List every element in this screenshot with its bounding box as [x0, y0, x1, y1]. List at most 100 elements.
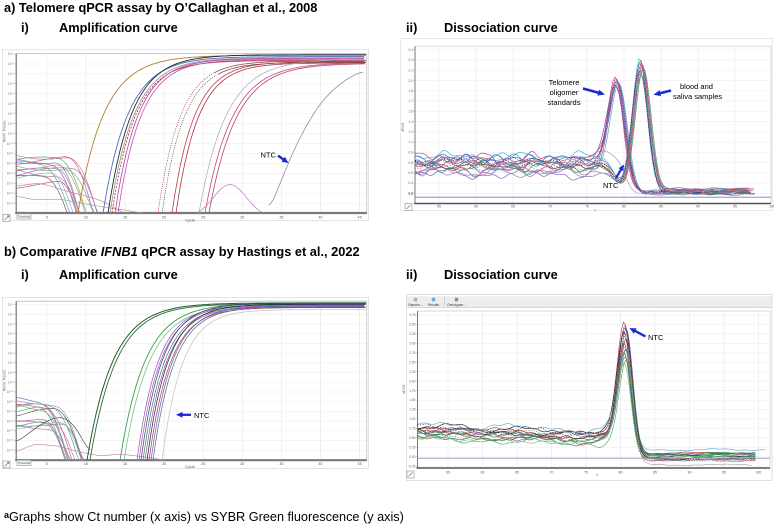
svg-text:45: 45	[358, 215, 362, 219]
svg-text:2.50: 2.50	[409, 360, 416, 364]
svg-text:10-11: 10-11	[7, 400, 14, 404]
svg-text:20: 20	[162, 462, 166, 466]
svg-text:1.8: 1.8	[408, 89, 413, 93]
svg-text:Telomere: Telomere	[549, 78, 580, 87]
svg-text:10: 10	[84, 215, 88, 219]
svg-text:15: 15	[123, 215, 127, 219]
svg-text:T: T	[596, 474, 598, 478]
svg-text:35: 35	[279, 462, 283, 466]
svg-text:60: 60	[481, 470, 485, 474]
svg-text:40: 40	[318, 215, 322, 219]
svg-text:30: 30	[240, 215, 244, 219]
svg-text:NTC: NTC	[194, 411, 210, 420]
svg-text:standards: standards	[548, 98, 581, 107]
svg-text:2.4: 2.4	[408, 48, 413, 52]
svg-text:55: 55	[437, 204, 441, 208]
svg-text:NTC: NTC	[603, 181, 619, 190]
svg-text:10-15: 10-15	[7, 192, 15, 196]
svg-text:Cycle: Cycle	[185, 464, 195, 469]
svg-text:70: 70	[548, 204, 552, 208]
svg-text:0.0: 0.0	[408, 192, 413, 196]
svg-text:0.75: 0.75	[409, 427, 416, 431]
svg-text:10-10: 10-10	[7, 142, 15, 146]
svg-text:1.75: 1.75	[409, 389, 416, 393]
svg-text:0.6: 0.6	[408, 171, 413, 175]
svg-text:0.50: 0.50	[409, 436, 416, 440]
svg-text:10-6: 10-6	[8, 351, 14, 355]
svg-text:10-5: 10-5	[8, 92, 14, 96]
svg-text:30: 30	[240, 462, 244, 466]
svg-text:2.0: 2.0	[408, 79, 413, 83]
svg-text:3.25: 3.25	[409, 332, 416, 336]
svg-text:1.1: 1.1	[408, 140, 413, 144]
svg-text:2.00: 2.00	[409, 379, 416, 383]
svg-text:saliva samples: saliva samples	[673, 92, 722, 101]
svg-text:20: 20	[162, 215, 166, 219]
svg-text:0.2: 0.2	[408, 192, 413, 196]
svg-text:5: 5	[46, 462, 48, 466]
svg-text:85: 85	[653, 470, 657, 474]
svg-text:NTC: NTC	[261, 151, 277, 160]
svg-text:15: 15	[123, 462, 127, 466]
svg-text:Threshold: Threshold	[18, 215, 30, 219]
svg-text:10-12: 10-12	[7, 162, 15, 166]
svg-text:Threshold: Threshold	[18, 461, 30, 465]
svg-text:NTC: NTC	[648, 333, 664, 342]
svg-text:Reports...: Reports...	[408, 303, 422, 307]
svg-text:3.50: 3.50	[409, 323, 416, 327]
svg-text:10-7: 10-7	[8, 361, 14, 365]
svg-text:80: 80	[619, 470, 623, 474]
svg-text:80: 80	[622, 204, 626, 208]
svg-text:3.00: 3.00	[409, 342, 416, 346]
svg-text:35: 35	[279, 215, 283, 219]
svg-text:Norm. Fluoro.: Norm. Fluoro.	[3, 120, 7, 143]
svg-text:60: 60	[474, 204, 478, 208]
svg-text:10-16: 10-16	[7, 448, 15, 452]
svg-text:1.00: 1.00	[409, 417, 416, 421]
svg-text:Norm. Fluoro.: Norm. Fluoro.	[3, 369, 7, 392]
svg-text:10-14: 10-14	[7, 182, 15, 186]
svg-text:1.7: 1.7	[408, 99, 413, 103]
svg-text:0.25: 0.25	[409, 446, 416, 450]
svg-text:-0.25: -0.25	[408, 464, 416, 468]
svg-text:Genotypes...: Genotypes...	[447, 303, 466, 307]
svg-text:2.75: 2.75	[409, 351, 416, 355]
svg-text:Results: Results	[428, 303, 439, 307]
svg-text:45: 45	[358, 462, 362, 466]
svg-text:75: 75	[584, 470, 588, 474]
svg-text:0.4: 0.4	[408, 181, 413, 185]
svg-text:2.1: 2.1	[408, 69, 413, 73]
svg-text:1.4: 1.4	[408, 120, 413, 124]
svg-text:10-12: 10-12	[7, 410, 15, 414]
svg-text:1.50: 1.50	[409, 398, 416, 402]
svg-text:1.25: 1.25	[409, 408, 416, 412]
svg-text:2.3: 2.3	[408, 58, 413, 62]
svg-text:25: 25	[201, 215, 205, 219]
svg-text:10-16: 10-16	[7, 201, 15, 205]
svg-text:2.25: 2.25	[409, 370, 416, 374]
svg-text:10-4: 10-4	[8, 332, 14, 336]
svg-text:10-8: 10-8	[8, 371, 14, 375]
svg-text:5: 5	[46, 215, 48, 219]
svg-text:95: 95	[722, 470, 726, 474]
svg-text:25: 25	[201, 462, 205, 466]
svg-text:10-8: 10-8	[8, 122, 14, 126]
svg-text:1.5: 1.5	[408, 110, 413, 114]
svg-text:10-13: 10-13	[7, 172, 15, 176]
svg-text:95: 95	[733, 204, 737, 208]
svg-text:100: 100	[756, 470, 762, 474]
svg-text:0.9: 0.9	[408, 151, 413, 155]
svg-text:10-2: 10-2	[8, 313, 14, 317]
svg-text:10-3: 10-3	[8, 72, 14, 76]
svg-text:10-9: 10-9	[8, 381, 14, 385]
svg-text:10-6: 10-6	[8, 102, 14, 106]
svg-text:0.8: 0.8	[408, 161, 413, 165]
svg-text:blood and: blood and	[680, 82, 713, 91]
svg-text:10: 10	[84, 462, 88, 466]
svg-text:oligomer: oligomer	[550, 88, 579, 97]
svg-text:10-1: 10-1	[8, 52, 14, 56]
svg-text:T: T	[594, 209, 596, 213]
svg-text:10-14: 10-14	[7, 429, 15, 433]
svg-text:10-13: 10-13	[7, 419, 15, 423]
svg-text:dF/dT: dF/dT	[401, 122, 405, 132]
